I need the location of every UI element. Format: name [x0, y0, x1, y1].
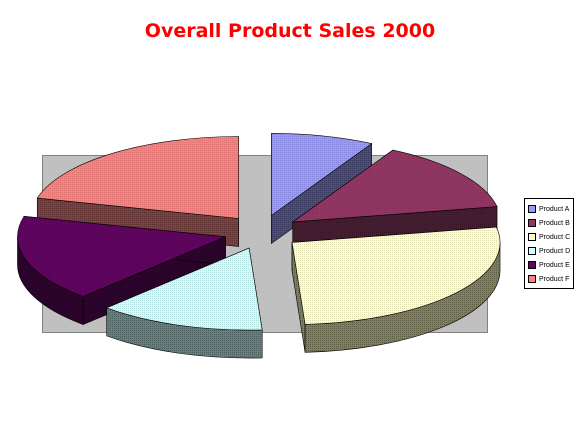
legend-item-product-e: Product E [528, 258, 571, 272]
chart-title: Overall Product Sales 2000 [144, 20, 436, 42]
legend-item-product-a: Product A [528, 202, 571, 216]
legend-item-product-c: Product C [528, 230, 571, 244]
legend-swatch [528, 275, 536, 283]
legend-item-product-f: Product F [528, 272, 571, 286]
legend-swatch [528, 205, 536, 213]
legend-swatch [528, 261, 536, 269]
legend-label: Product E [539, 261, 570, 269]
legend-item-product-d: Product D [528, 244, 571, 258]
legend-label: Product D [539, 247, 571, 255]
legend-swatch [528, 247, 536, 255]
legend-item-product-b: Product B [528, 216, 571, 230]
legend-label: Product C [539, 233, 571, 241]
pie-slice-product-c [291, 226, 501, 353]
legend-label: Product B [539, 219, 570, 227]
pie-slice-product-a [271, 133, 373, 245]
legend-label: Product F [539, 275, 570, 283]
pie-slice-product-b [291, 149, 498, 251]
legend-label: Product A [539, 205, 570, 213]
legend-swatch [528, 233, 536, 241]
pie-slice-product-e [17, 216, 226, 325]
legend: Product A Product B Product C Product D Prod… [524, 198, 574, 289]
pie-slice-product-d [105, 247, 263, 359]
legend-swatch [528, 219, 536, 227]
